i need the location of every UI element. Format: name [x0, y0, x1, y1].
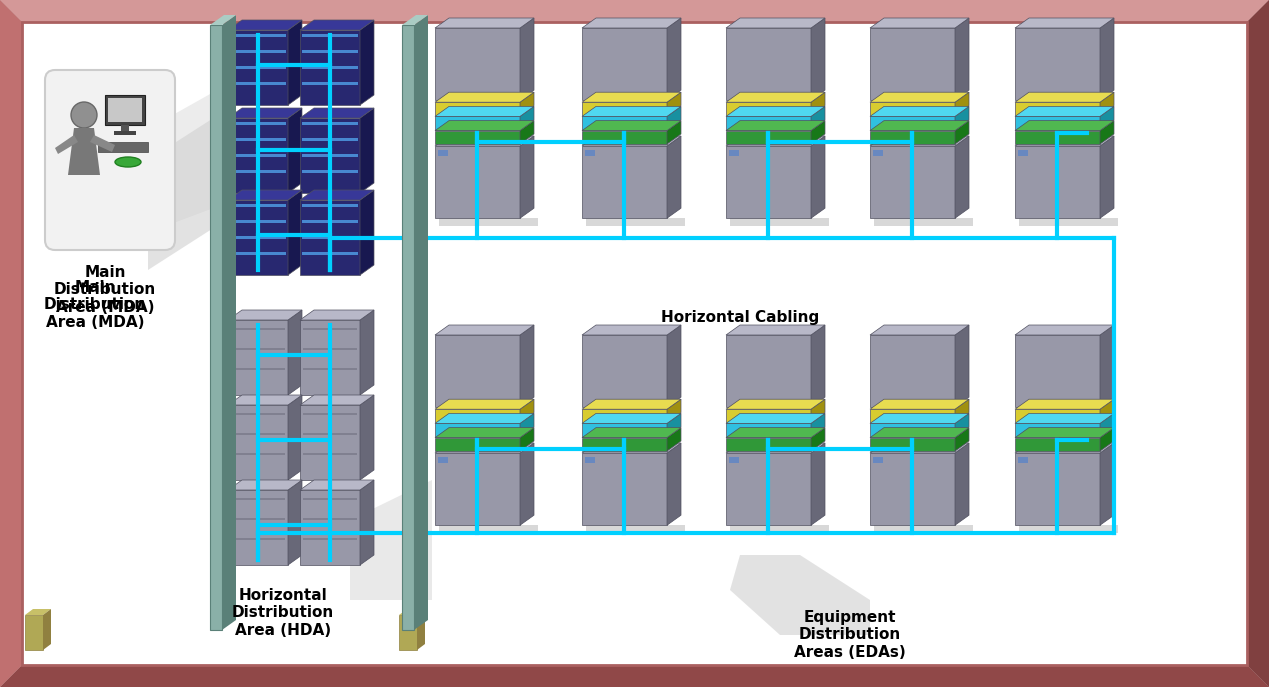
Polygon shape	[811, 399, 825, 423]
Polygon shape	[667, 427, 681, 451]
Bar	[302, 236, 358, 239]
Polygon shape	[726, 121, 825, 131]
Polygon shape	[228, 30, 288, 105]
Polygon shape	[520, 414, 534, 437]
Polygon shape	[956, 427, 970, 451]
Polygon shape	[871, 438, 956, 451]
Polygon shape	[582, 453, 667, 525]
Bar	[231, 328, 286, 330]
Polygon shape	[25, 615, 43, 650]
Polygon shape	[1100, 121, 1114, 144]
Polygon shape	[520, 325, 534, 407]
Polygon shape	[435, 102, 520, 115]
Bar	[114, 131, 136, 135]
Polygon shape	[439, 218, 538, 226]
Polygon shape	[1015, 136, 1114, 146]
Polygon shape	[435, 443, 534, 453]
Polygon shape	[398, 609, 425, 615]
Polygon shape	[1015, 335, 1100, 407]
Bar	[105, 95, 145, 125]
Polygon shape	[726, 18, 825, 28]
Polygon shape	[586, 218, 685, 226]
Bar	[231, 413, 286, 414]
Polygon shape	[956, 92, 970, 115]
Bar	[302, 252, 358, 255]
Polygon shape	[1015, 92, 1114, 102]
Polygon shape	[1100, 18, 1114, 100]
Polygon shape	[439, 525, 538, 533]
Bar	[230, 82, 286, 85]
Polygon shape	[956, 325, 970, 407]
Polygon shape	[435, 335, 520, 407]
Polygon shape	[228, 490, 288, 565]
Polygon shape	[956, 136, 970, 218]
Polygon shape	[871, 106, 970, 116]
Polygon shape	[871, 399, 970, 409]
Polygon shape	[871, 414, 970, 423]
Polygon shape	[726, 414, 825, 423]
Bar	[231, 453, 286, 455]
Polygon shape	[520, 18, 534, 100]
Polygon shape	[871, 18, 970, 28]
Polygon shape	[582, 414, 681, 423]
Polygon shape	[667, 414, 681, 437]
Polygon shape	[874, 525, 973, 533]
Polygon shape	[90, 135, 115, 152]
Circle shape	[71, 102, 96, 128]
Polygon shape	[0, 0, 22, 687]
Bar	[230, 220, 286, 223]
Polygon shape	[402, 25, 414, 630]
Bar	[230, 34, 286, 37]
Bar	[302, 122, 358, 125]
Bar	[230, 252, 286, 255]
Polygon shape	[871, 102, 956, 115]
Polygon shape	[811, 18, 825, 100]
Polygon shape	[435, 423, 520, 437]
Polygon shape	[435, 92, 534, 102]
Polygon shape	[299, 30, 360, 105]
Bar	[303, 518, 357, 519]
Polygon shape	[726, 427, 825, 438]
Bar	[303, 453, 357, 455]
Bar	[438, 457, 448, 463]
Polygon shape	[667, 399, 681, 423]
Polygon shape	[726, 438, 811, 451]
Bar	[302, 204, 358, 207]
Polygon shape	[1100, 136, 1114, 218]
Polygon shape	[871, 116, 956, 130]
Polygon shape	[726, 106, 825, 116]
Polygon shape	[435, 116, 520, 130]
Polygon shape	[299, 108, 374, 118]
Polygon shape	[956, 121, 970, 144]
Polygon shape	[1015, 438, 1100, 451]
Polygon shape	[726, 423, 811, 437]
Polygon shape	[228, 480, 302, 490]
Polygon shape	[1015, 423, 1100, 437]
Polygon shape	[1100, 399, 1114, 423]
Polygon shape	[582, 18, 681, 28]
Polygon shape	[871, 335, 956, 407]
Text: Horizontal Cabling: Horizontal Cabling	[661, 310, 819, 325]
Polygon shape	[871, 325, 970, 335]
Polygon shape	[726, 399, 825, 409]
Polygon shape	[228, 118, 288, 193]
Bar	[230, 236, 286, 239]
Polygon shape	[228, 190, 302, 200]
Polygon shape	[582, 136, 681, 146]
Polygon shape	[874, 218, 973, 226]
Polygon shape	[956, 399, 970, 423]
Polygon shape	[299, 200, 360, 275]
Polygon shape	[520, 427, 534, 451]
Polygon shape	[871, 92, 970, 102]
Polygon shape	[43, 609, 51, 650]
Polygon shape	[582, 335, 667, 407]
Polygon shape	[1015, 116, 1100, 130]
Polygon shape	[582, 106, 681, 116]
Polygon shape	[582, 427, 681, 438]
Bar	[231, 518, 286, 519]
Polygon shape	[1015, 409, 1100, 423]
Polygon shape	[360, 395, 374, 480]
Polygon shape	[360, 108, 374, 193]
Polygon shape	[871, 28, 956, 100]
